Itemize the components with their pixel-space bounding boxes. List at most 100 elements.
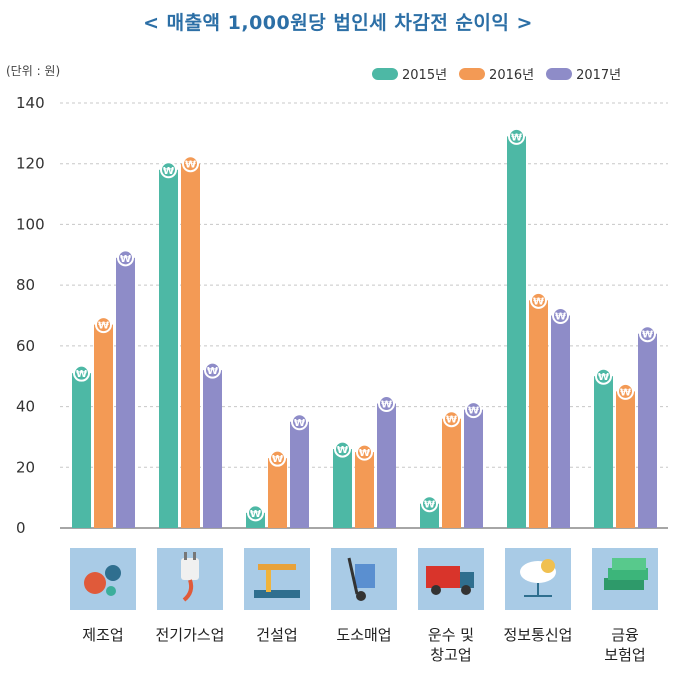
category-label: 금융 (611, 626, 639, 644)
oil-pump-icon (266, 570, 271, 592)
bar-2016년-5 (529, 300, 548, 528)
won-marker (204, 361, 221, 379)
won-symbol: ₩ (468, 406, 479, 417)
y-tick-label: 40 (16, 398, 35, 416)
won-symbol: ₩ (98, 321, 109, 332)
power-plug-icon (181, 558, 199, 580)
y-tick-label: 20 (16, 458, 35, 476)
won-marker (247, 504, 264, 522)
bar-2016년-0 (94, 324, 113, 528)
won-symbol: ₩ (555, 312, 566, 323)
bar-2015년-3 (333, 449, 352, 528)
won-marker (530, 291, 547, 309)
won-marker (595, 367, 612, 385)
won-marker (356, 443, 373, 461)
won-marker (73, 364, 90, 382)
won-symbol: ₩ (163, 166, 174, 177)
y-tick-label: 100 (16, 215, 45, 233)
won-marker (291, 413, 308, 431)
bar-2016년-4 (442, 418, 461, 528)
bar-2017년-0 (116, 257, 135, 528)
bar-2017년-1 (203, 370, 222, 528)
won-symbol: ₩ (359, 448, 370, 459)
bar-2016년-2 (268, 458, 287, 528)
money-stack-icon (608, 568, 648, 580)
won-marker (617, 382, 634, 400)
bar-2017년-6 (638, 333, 657, 528)
won-symbol: ₩ (294, 418, 305, 429)
y-tick-label: 0 (16, 519, 26, 537)
icon-tile (244, 548, 310, 610)
won-marker (639, 325, 656, 343)
gears-icon (84, 572, 106, 594)
bar-2016년-6 (616, 391, 635, 528)
bar-2015년-0 (72, 373, 91, 528)
legend-label: 2016년 (489, 68, 535, 83)
won-symbol: ₩ (250, 509, 261, 520)
bar-2017년-4 (464, 409, 483, 528)
category-label: 건설업 (256, 626, 297, 644)
won-symbol: ₩ (598, 372, 609, 383)
won-symbol: ₩ (272, 454, 283, 465)
truck-icon (460, 572, 474, 588)
won-marker (421, 495, 438, 513)
won-marker (269, 449, 286, 467)
oil-pump-icon (258, 564, 296, 570)
won-symbol: ₩ (337, 445, 348, 456)
won-marker (552, 307, 569, 324)
legend-item-2017: 2017년 (546, 64, 621, 83)
unit-label: (단위 : 원) (6, 64, 61, 78)
category-label: 전기가스업 (155, 626, 224, 644)
bar-2015년-1 (159, 169, 178, 529)
won-marker (182, 155, 199, 173)
chart-title: < 매출액 1,000원당 법인세 차감전 순이익 > (143, 12, 533, 34)
power-plug-icon (184, 552, 187, 560)
category-label: 도소매업 (336, 626, 391, 644)
won-marker (160, 161, 177, 179)
won-symbol: ₩ (424, 500, 435, 511)
won-marker (508, 127, 525, 145)
truck-icon (431, 585, 441, 595)
oil-pump-icon (254, 590, 300, 598)
category-label: 운수 및 (428, 626, 474, 644)
won-symbol: ₩ (381, 400, 392, 411)
legend-item-2015: 2015년 (372, 64, 447, 83)
won-marker (334, 440, 351, 458)
won-symbol: ₩ (533, 296, 544, 307)
money-stack-icon (604, 578, 644, 590)
hand-truck-icon (347, 557, 359, 595)
y-tick-label: 60 (16, 337, 35, 355)
won-symbol: ₩ (76, 369, 87, 380)
bar-2017년-3 (377, 403, 396, 528)
won-marker (95, 316, 112, 334)
money-stack-icon (612, 558, 646, 570)
won-symbol: ₩ (642, 330, 653, 341)
won-marker (117, 249, 134, 267)
gears-icon (106, 586, 116, 596)
legend-label: 2015년 (402, 68, 448, 83)
legend-label: 2017년 (576, 68, 622, 83)
category-label: 보험업 (604, 646, 645, 664)
category-label: 창고업 (430, 646, 471, 664)
truck-icon (426, 566, 460, 588)
power-plug-icon (182, 579, 194, 602)
legend-swatch (546, 67, 573, 80)
legend-swatch (372, 67, 398, 80)
bar-2016년-1 (181, 163, 200, 528)
power-plug-icon (193, 552, 196, 560)
y-tick-label: 80 (16, 276, 35, 294)
truck-icon (461, 585, 471, 595)
hand-truck-icon (355, 564, 375, 588)
won-symbol: ₩ (446, 415, 457, 426)
bar-2017년-2 (290, 421, 309, 528)
category-label: 제조업 (82, 626, 123, 644)
legend-swatch (459, 67, 486, 80)
y-tick-label: 120 (16, 155, 45, 173)
won-symbol: ₩ (120, 254, 131, 265)
bar-2017년-5 (551, 315, 570, 528)
bar-2015년-5 (507, 136, 526, 528)
y-tick-label: 140 (16, 94, 45, 112)
cloud-network-icon (541, 559, 555, 573)
bar-2016년-3 (355, 452, 374, 528)
